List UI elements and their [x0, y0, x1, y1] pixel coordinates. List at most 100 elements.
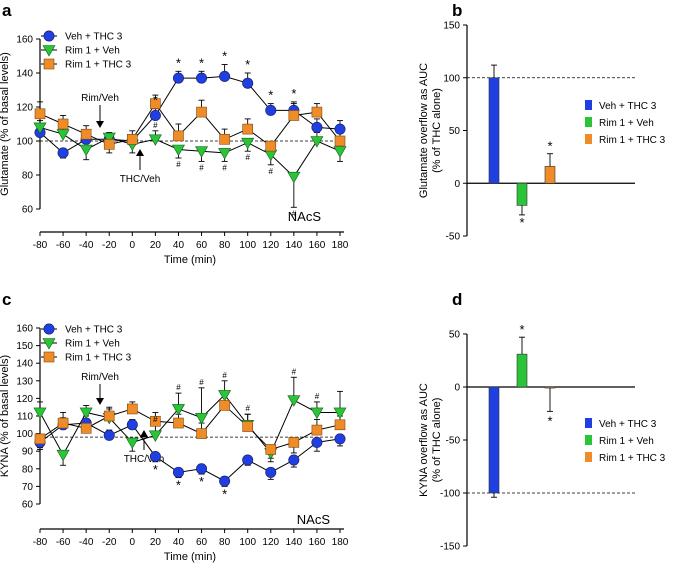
point-c-1: [310, 407, 324, 420]
x-tick-label-c: 160: [309, 537, 326, 548]
point-c-2: [265, 444, 277, 455]
point-c-2: [219, 400, 230, 411]
bar-b-2: [544, 166, 556, 184]
point-c-2: [334, 419, 346, 431]
y-tick-label-b: 150: [443, 21, 460, 32]
legend-label-d-1: Rim 1 + Veh: [599, 436, 654, 447]
legend-label-a-2: Rim 1 + THC 3: [65, 60, 132, 71]
point-c-2: [242, 421, 253, 432]
x-tick-label-c: 20: [150, 537, 162, 548]
legend-marker-a-2: [43, 58, 55, 70]
legend-marker-a-0: [43, 30, 55, 42]
y-tick-label-d: 0: [454, 383, 460, 394]
x-tick-label-c: -60: [56, 537, 71, 548]
x-tick-label-a: 100: [239, 240, 256, 251]
point-c-2: [173, 417, 184, 429]
point-c-2: [57, 417, 69, 429]
x-axis-title-a: Time (min): [164, 254, 216, 266]
point-a-1: [241, 137, 255, 150]
sig-star-a: *: [291, 86, 296, 101]
x-tick-label-a: -80: [33, 240, 48, 251]
x-tick-label-c: 180: [332, 537, 349, 548]
region-label-a: NAcS: [288, 209, 322, 224]
y-tick-label-d: 50: [449, 330, 461, 341]
y-tick-label-b: -50: [446, 232, 461, 243]
annotation-rim-veh-c: Rim/Veh: [81, 372, 119, 383]
point-a-1: [333, 146, 347, 158]
legend-label-d-2: Rim 1 + THC 3: [599, 453, 666, 464]
point-a-0: [57, 147, 69, 159]
annotation-rim-veh-a: Rim/Veh: [81, 93, 119, 104]
panel-label-a: a: [2, 1, 12, 20]
y-tick-label-d: -150: [440, 542, 460, 553]
sig-star-a: *: [176, 55, 181, 70]
arrowhead-thc-veh-c: [140, 430, 148, 437]
x-tick-label-a: 60: [196, 240, 208, 251]
x-tick-label-c: -20: [102, 537, 117, 548]
point-c-0: [288, 454, 300, 466]
y-axis-title-b: Glutamate overflow as AUC: [418, 63, 430, 198]
y-axis-title-a: Glutamate (% of basal levels): [0, 52, 11, 196]
point-c-1: [79, 407, 93, 420]
sig-hash-a: #: [269, 167, 274, 176]
point-c-0: [219, 475, 231, 487]
legend-swatch-d-0: [585, 418, 592, 428]
point-a-2: [127, 134, 138, 145]
y-tick-label-a: 140: [16, 69, 33, 80]
y-tick-label-d: -100: [440, 489, 460, 500]
point-a-2: [103, 139, 115, 150]
sig-hash-c: #: [199, 378, 204, 387]
y-tick-label-c: 70: [22, 482, 34, 493]
point-a-2: [80, 128, 92, 140]
sig-star-c: *: [176, 478, 181, 493]
point-a-2: [311, 106, 323, 118]
y-tick-label-a: 60: [22, 205, 34, 216]
panel-label-c: c: [2, 290, 11, 309]
point-a-0: [219, 70, 231, 82]
y-tick-label-b: 0: [454, 179, 460, 190]
point-a-2: [173, 130, 184, 142]
sig-star-a: *: [222, 49, 227, 64]
point-c-0: [172, 466, 184, 478]
point-c-0: [334, 433, 346, 445]
arrowhead-rim-veh-a: [96, 121, 104, 128]
y-tick-label-d: -50: [446, 436, 461, 447]
point-c-1: [333, 407, 347, 420]
x-tick-label-a: -20: [102, 240, 117, 251]
point-a-2: [219, 134, 230, 145]
point-a-0: [242, 77, 254, 89]
point-c-1: [171, 404, 185, 416]
y-tick-label-c: 90: [22, 447, 34, 458]
sig-star-a: *: [153, 93, 158, 108]
x-tick-label-a: -60: [56, 240, 71, 251]
y-tick-label-c: 140: [16, 359, 33, 370]
bar-star-d-2: *: [547, 413, 552, 428]
bar-d-2: [544, 386, 556, 389]
legend-marker-c-1: [42, 338, 56, 350]
point-c-2: [196, 428, 207, 439]
point-a-0: [196, 72, 208, 84]
y-tick-label-a: 160: [16, 35, 33, 46]
x-tick-label-c: 120: [262, 537, 279, 548]
sig-hash-a: #: [176, 160, 181, 169]
point-c-1: [148, 430, 162, 442]
point-a-2: [150, 98, 161, 109]
legend-label-b-0: Veh + THC 3: [599, 101, 657, 112]
x-tick-label-a: 140: [286, 240, 303, 251]
bar-d-0: [488, 386, 500, 494]
point-c-0: [265, 466, 277, 478]
legend-swatch-b-1: [585, 117, 592, 127]
point-c-2: [127, 403, 138, 415]
sig-hash-c: #: [292, 367, 297, 376]
y-tick-label-b: 50: [449, 126, 461, 137]
sig-hash-c: #: [245, 404, 250, 413]
legend-swatch-b-0: [585, 100, 592, 110]
legend-label-c-1: Rim 1 + Veh: [65, 339, 120, 350]
y-tick-label-a: 120: [16, 103, 33, 114]
point-a-1: [33, 122, 47, 135]
x-tick-label-a: 20: [150, 240, 162, 251]
y-tick-label-b: 100: [443, 73, 460, 84]
sig-star-c: *: [199, 474, 204, 489]
legend-swatch-b-2: [585, 134, 592, 144]
y-tick-label-c: 110: [17, 412, 33, 423]
